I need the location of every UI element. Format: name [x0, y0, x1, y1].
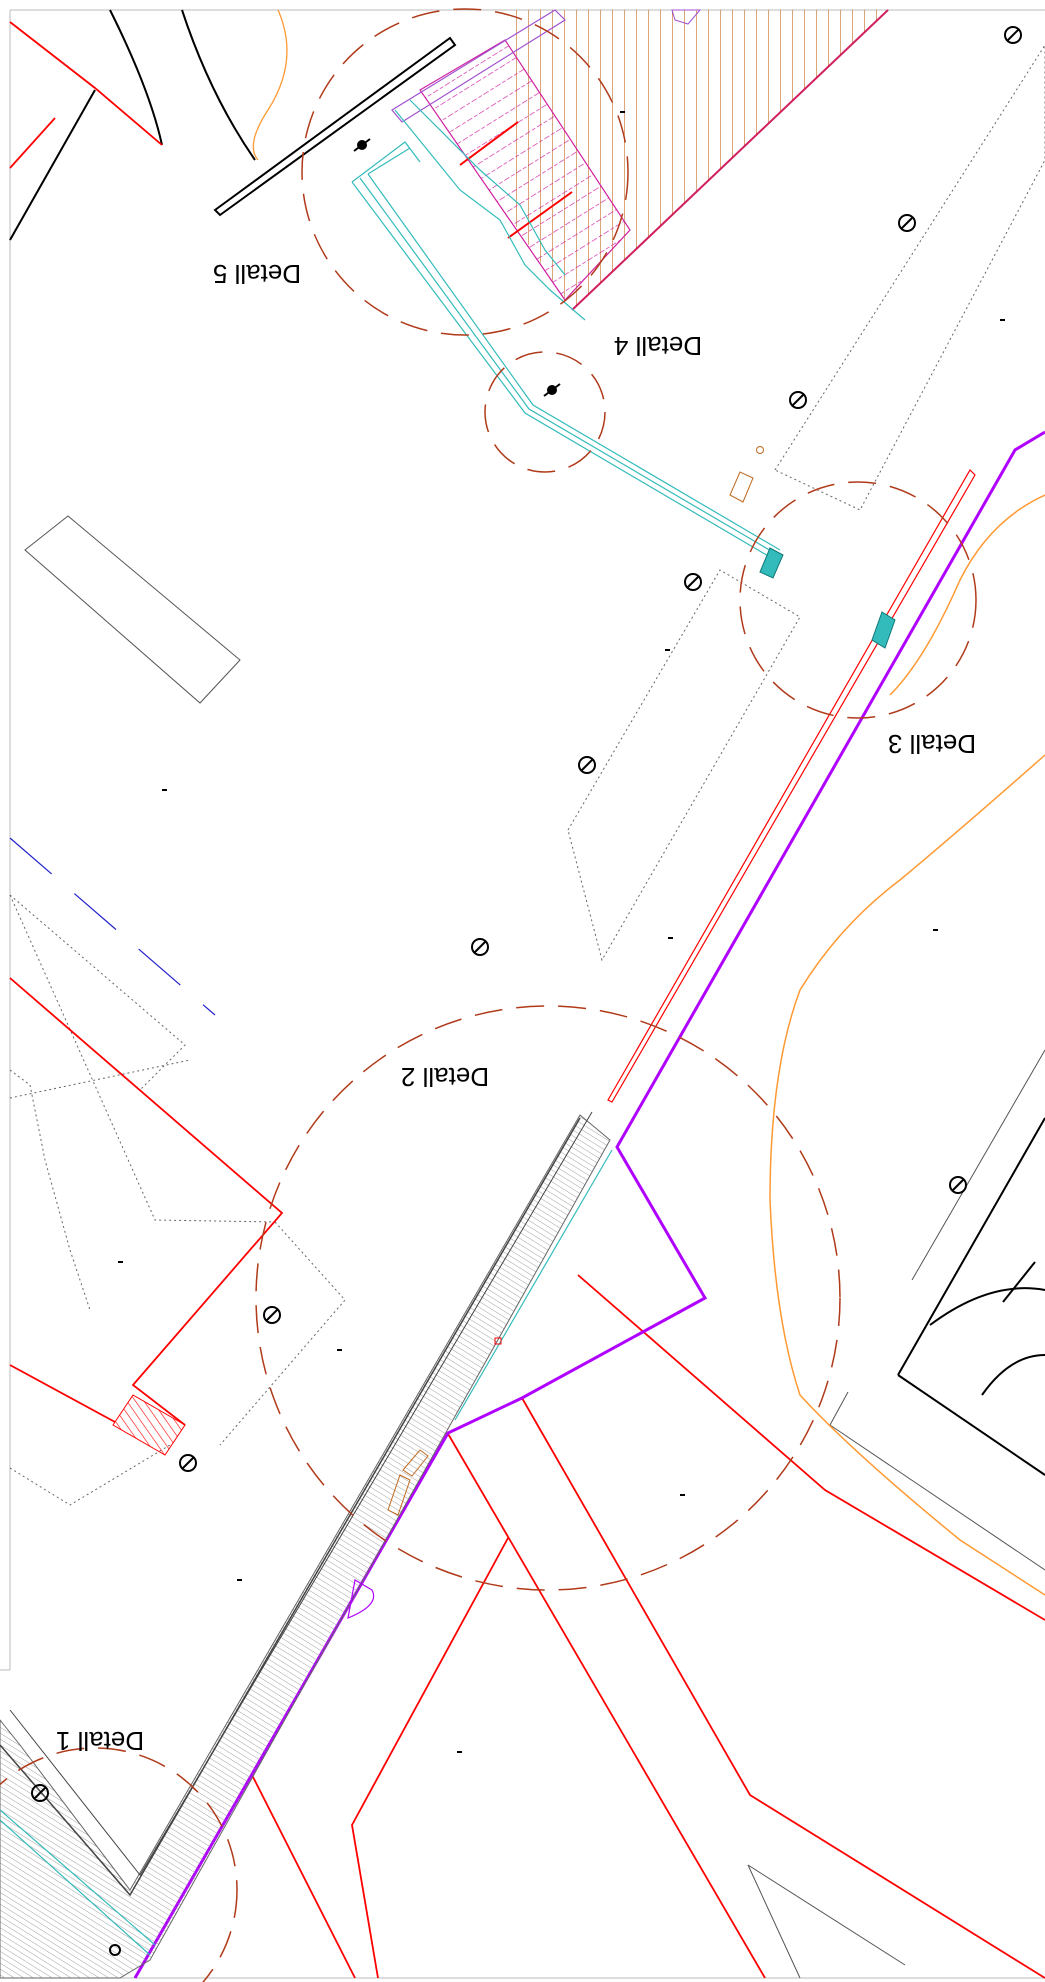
planter-outline — [391, 9, 566, 123]
hatched-area-magenta — [419, 39, 631, 301]
detail-2-circle — [255, 1005, 841, 1591]
door-swing — [347, 1579, 375, 1619]
outbuilding-outline — [24, 515, 241, 704]
detail-1-circle — [0, 1747, 238, 1982]
drain-line — [0, 99, 781, 1956]
small-items — [387, 446, 764, 1516]
black-fence — [213, 36, 457, 217]
contour-line-2 — [889, 494, 1045, 696]
detail-3-circle — [739, 481, 977, 719]
tick-marks — [118, 111, 1005, 1753]
red-boundary-lines — [9, 21, 1045, 1979]
detail-4-label: Detall 4 — [614, 331, 702, 361]
hatched-area-edge — [571, 9, 889, 311]
sheet-frame — [0, 9, 1045, 1979]
grey-hatched-strip — [0, 1114, 611, 1979]
steps-hatch — [112, 1394, 186, 1456]
detail-5-label: Detall 5 — [213, 259, 301, 289]
valve-symbols — [353, 138, 561, 397]
manhole-symbols — [31, 26, 1022, 1956]
black-linework — [9, 9, 1045, 1476]
property-line — [133, 430, 1045, 1979]
detail-3-label: Detall 3 — [888, 729, 976, 759]
drain-grates — [759, 547, 896, 649]
detail-5-circle — [301, 8, 629, 336]
detail-2-label: Detall 2 — [401, 1062, 489, 1092]
detail-4-circle — [484, 351, 606, 473]
red-path-strip — [607, 469, 976, 1103]
blue-dashed-line — [9, 837, 216, 1016]
dotted-outlines — [9, 44, 1045, 1506]
detail-circles — [0, 8, 977, 1982]
grey-linework — [747, 1049, 1045, 1979]
detail-labels: Detall 1 Detall 2 Detall 3 Detall 4 Deta… — [56, 259, 976, 1756]
contour-line — [769, 754, 1045, 1596]
contour-line-3 — [252, 9, 288, 161]
detail-1-label: Detall 1 — [56, 1726, 144, 1756]
magenta-ticks — [459, 121, 573, 239]
